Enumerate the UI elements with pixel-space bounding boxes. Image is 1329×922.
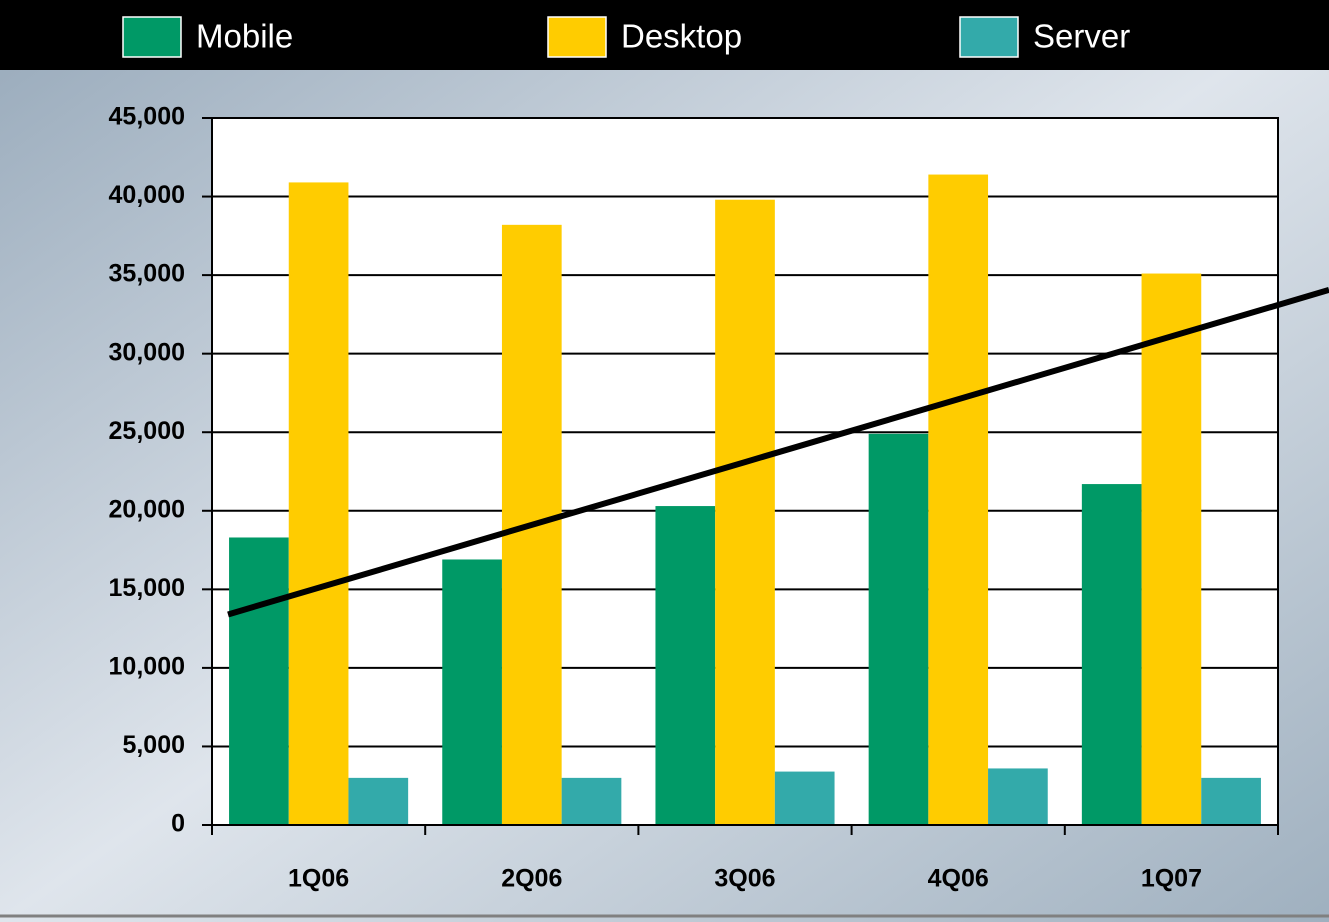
bar bbox=[715, 199, 775, 826]
legend-swatch bbox=[122, 16, 182, 58]
y-tick-label: 45,000 bbox=[109, 103, 185, 131]
legend-label: Desktop bbox=[621, 18, 742, 55]
legend-swatch bbox=[547, 16, 607, 58]
y-tick-label: 15,000 bbox=[109, 574, 185, 602]
bar bbox=[868, 433, 929, 825]
legend-label: Mobile bbox=[196, 18, 293, 55]
y-tick-label: 35,000 bbox=[109, 260, 185, 288]
plot-frame bbox=[211, 117, 1279, 826]
bar bbox=[1201, 777, 1261, 825]
bar bbox=[442, 559, 502, 825]
bar bbox=[988, 768, 1048, 825]
y-tick-label: 5,000 bbox=[122, 731, 185, 759]
x-tick-label: 2Q06 bbox=[501, 865, 562, 893]
y-tick-label: 25,000 bbox=[109, 417, 185, 445]
legend-label: Server bbox=[1033, 18, 1130, 55]
bar bbox=[1081, 484, 1142, 825]
bar bbox=[229, 537, 289, 825]
bar bbox=[655, 506, 716, 825]
x-tick-label: 1Q07 bbox=[1141, 865, 1202, 893]
y-tick-label: 30,000 bbox=[109, 338, 185, 366]
y-tick-label: 20,000 bbox=[109, 495, 185, 523]
bar bbox=[561, 777, 622, 825]
bar bbox=[288, 182, 349, 826]
y-tick-label: 10,000 bbox=[109, 652, 185, 680]
x-tick-label: 1Q06 bbox=[288, 865, 349, 893]
legend-swatch bbox=[959, 16, 1019, 58]
y-tick-label: 0 bbox=[171, 810, 185, 838]
bar bbox=[774, 771, 835, 825]
bar bbox=[348, 777, 409, 825]
x-tick-label: 4Q06 bbox=[928, 865, 989, 893]
bar bbox=[928, 174, 989, 825]
x-tick-label: 3Q06 bbox=[714, 865, 775, 893]
legend-bar bbox=[0, 0, 1329, 70]
trend-line bbox=[227, 287, 1329, 618]
bar bbox=[1141, 273, 1202, 825]
y-tick-label: 40,000 bbox=[109, 181, 185, 209]
